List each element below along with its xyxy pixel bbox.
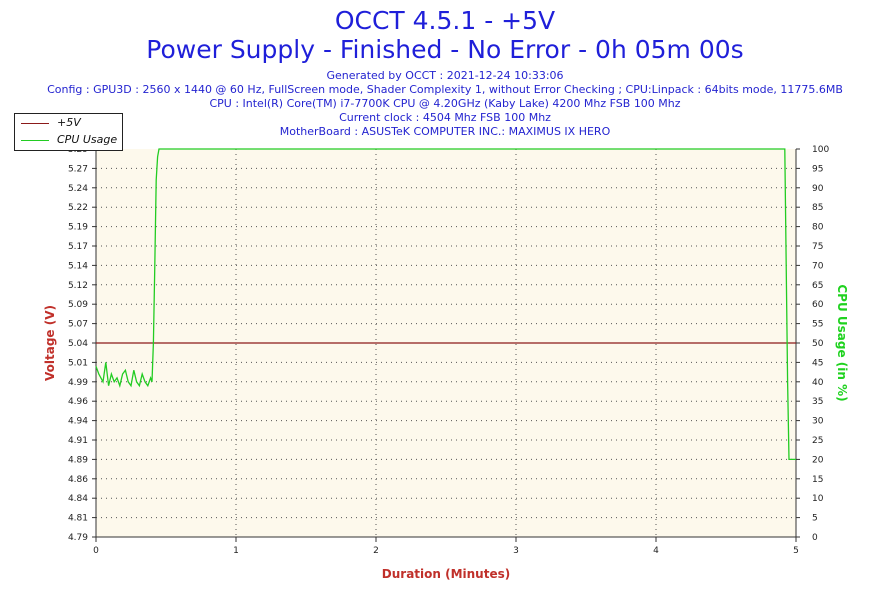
y2-tick-label: 40 [812,378,824,388]
legend-label-5v: +5V [57,116,81,129]
y-tick-label: 4.94 [68,417,88,427]
y-tick-label: 5.07 [68,320,88,330]
y2-tick-label: 35 [812,397,823,407]
y-tick-label: 5.01 [68,358,88,368]
y-tick-label: 5.19 [68,223,88,233]
y-tick-label: 4.79 [68,533,88,543]
y2-tick-label: 10 [812,494,824,504]
info-current-clock: Current clock : 4504 Mhz FSB 100 Mhz [339,111,551,124]
y-tick-label: 5.27 [68,164,88,174]
y2-tick-label: 15 [812,475,823,485]
y-tick-label: 4.84 [68,494,88,504]
y-tick-label: 4.89 [68,455,88,465]
y2-axis-title: CPU Usage (in %) [835,284,849,401]
y2-tick-label: 80 [812,223,824,233]
y-tick-label: 4.96 [68,397,88,407]
legend-swatch-cpu-usage [21,140,49,141]
x-tick-label: 2 [373,546,379,556]
y-tick-label: 5.14 [68,261,88,271]
x-tick-label: 4 [653,546,659,556]
info-generated: Generated by OCCT : 2021-12-24 10:33:06 [326,69,564,82]
y2-tick-label: 90 [812,184,824,194]
info-config: Config : GPU3D : 2560 x 1440 @ 60 Hz, Fu… [47,83,843,96]
x-tick-label: 0 [93,546,99,556]
y2-tick-label: 95 [812,164,823,174]
y2-tick-label: 5 [812,514,818,524]
x-tick-label: 5 [793,546,799,556]
y-tick-label: 5.24 [68,184,88,194]
y2-tick-label: 50 [812,339,824,349]
y2-tick-label: 30 [812,417,824,427]
y-tick-label: 5.04 [68,339,88,349]
legend: +5V CPU Usage [14,113,123,151]
y-axis-title: Voltage (V) [43,305,57,381]
legend-label-cpu-usage: CPU Usage [57,133,118,146]
y-tick-label: 5.17 [68,242,88,252]
y-tick-label: 5.12 [68,281,88,291]
y2-tick-label: 85 [812,203,823,213]
chart-subtitle: Power Supply - Finished - No Error - 0h … [146,35,744,64]
legend-item-5v: +5V [19,116,119,130]
y2-tick-label: 20 [812,455,824,465]
info-cpu: CPU : Intel(R) Core(TM) i7-7700K CPU @ 4… [209,97,681,110]
y-tick-label: 4.81 [68,514,88,524]
legend-item-cpu-usage: CPU Usage [19,133,119,147]
y-tick-label: 4.86 [68,475,88,485]
y-tick-label: 4.91 [68,436,88,446]
y2-tick-label: 100 [812,145,829,155]
y2-tick-label: 0 [812,533,818,543]
x-tick-label: 3 [513,546,519,556]
y-tick-label: 5.09 [68,300,88,310]
series-line-cpu-usage [95,148,796,461]
y2-tick-label: 55 [812,320,823,330]
y2-tick-label: 60 [812,300,824,310]
x-tick-label: 1 [233,546,239,556]
y-tick-label: 5.22 [68,203,88,213]
y2-tick-label: 70 [812,261,824,271]
y2-tick-label: 75 [812,242,823,252]
y2-tick-label: 65 [812,281,823,291]
y2-tick-label: 45 [812,358,823,368]
info-motherboard: MotherBoard : ASUSTeK COMPUTER INC.: MAX… [279,125,611,138]
legend-swatch-5v [21,123,49,124]
chart-title: OCCT 4.5.1 - +5V [334,6,556,35]
y-tick-label: 4.99 [68,378,88,388]
x-axis-title: Duration (Minutes) [382,567,510,581]
y2-tick-label: 25 [812,436,823,446]
